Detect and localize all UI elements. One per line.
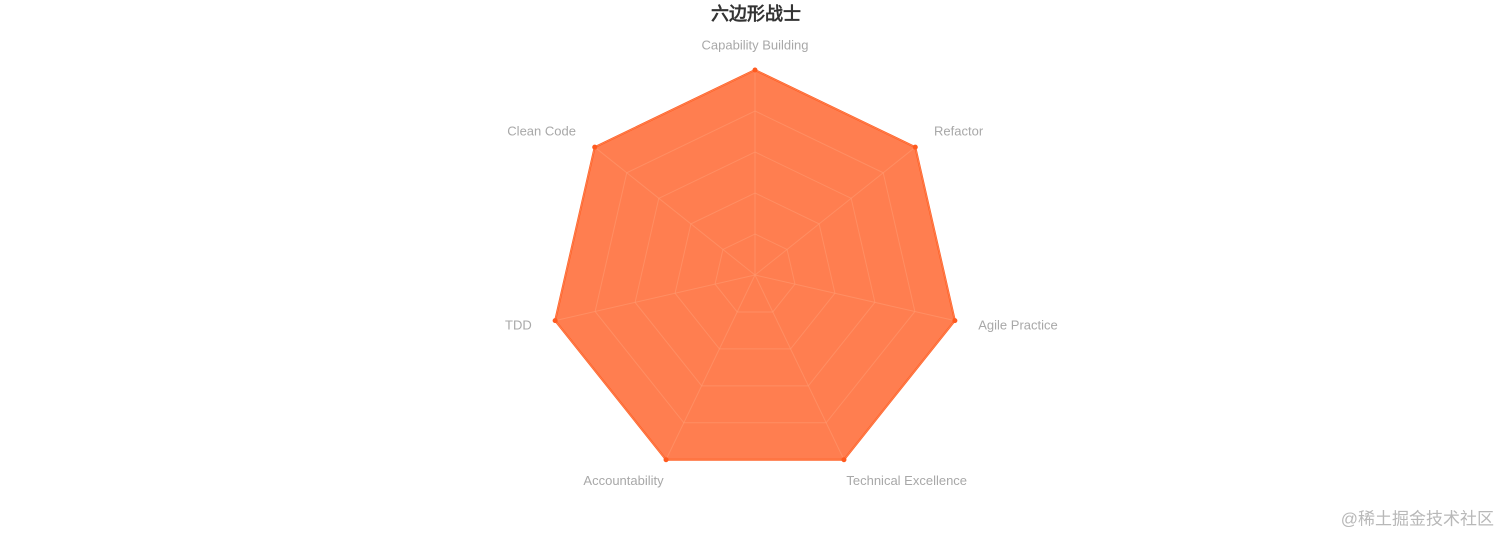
grid-ring	[554, 69, 956, 461]
indicator-label: Agile Practice	[978, 317, 1057, 332]
chart-title: 六边形战士	[711, 3, 801, 24]
indicator-label: Refactor	[934, 124, 984, 139]
axis-line	[555, 274, 756, 322]
radar-point	[952, 318, 958, 324]
indicator-label: Technical Excellence	[846, 473, 967, 488]
radar-point	[912, 144, 918, 150]
indicator-label: TDD	[505, 317, 532, 332]
radar-point	[592, 144, 598, 150]
axis-line	[754, 274, 845, 460]
grid-ring	[674, 192, 836, 350]
indicator-label: Clean Code	[507, 124, 576, 139]
radar-point	[663, 457, 669, 463]
axis-line	[754, 146, 916, 276]
indicator-label: Capability Building	[702, 37, 809, 52]
indicator-label: Accountability	[583, 473, 664, 488]
axis-line	[594, 146, 756, 276]
axis-line	[754, 274, 955, 322]
grid-ring	[634, 151, 876, 387]
grid-ring	[594, 110, 916, 424]
radar-point	[752, 67, 758, 73]
axis-line	[665, 274, 756, 460]
watermark: @稀土掘金技术社区	[1341, 509, 1494, 528]
radar-point	[552, 318, 558, 324]
radar-point	[841, 457, 847, 463]
grid-ring	[714, 233, 796, 313]
